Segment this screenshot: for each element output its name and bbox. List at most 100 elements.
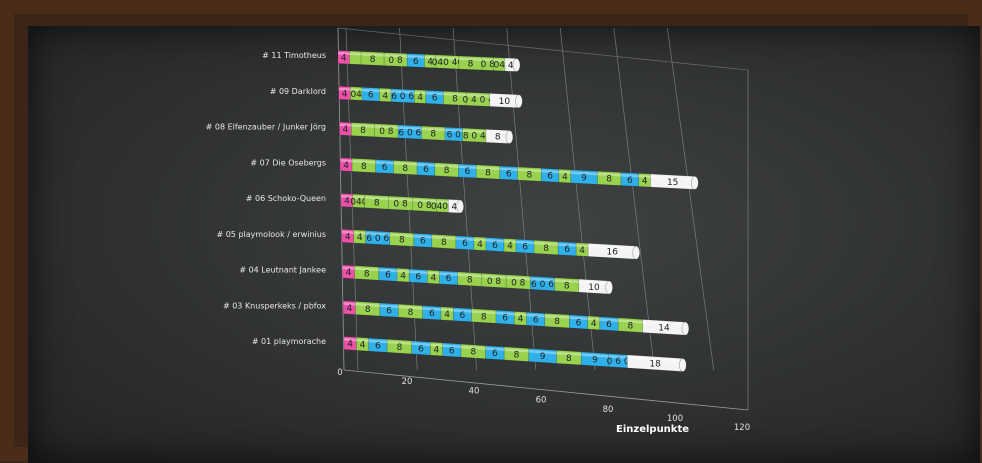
- segment-value-label: 8: [402, 164, 408, 174]
- bar-segment: [379, 87, 392, 102]
- bar-segment: [356, 337, 369, 352]
- category-label: # 04 Leutnant Jankee: [239, 266, 326, 275]
- bar-segment-highlight: [650, 175, 695, 181]
- bar-segment: [485, 237, 505, 252]
- segment-value-label: 6: [385, 271, 391, 281]
- bar-segment-highlight: [343, 302, 356, 306]
- bar-segment-highlight: [461, 345, 486, 350]
- segment-value-label: 6: [449, 346, 455, 356]
- bar-segment-highlight: [544, 314, 570, 319]
- segment-value-label: 6: [432, 94, 438, 104]
- bar-segment: [587, 315, 601, 331]
- bar-segment-highlight: [556, 351, 582, 356]
- bar-segment-highlight: [354, 267, 379, 272]
- bar-segment-highlight: [434, 164, 459, 168]
- bar-segment: [495, 310, 515, 325]
- bar-segment-highlight: [476, 166, 500, 171]
- bar-segment-highlight: [443, 92, 467, 97]
- bar-segment: [340, 193, 354, 208]
- segment-value-label: 10: [499, 97, 511, 107]
- segment-value-label: 040: [350, 197, 367, 207]
- bar-segment-highlight: [368, 339, 388, 344]
- bar-segment-highlight: [407, 55, 425, 59]
- bar-segment: [526, 311, 546, 327]
- segment-value-label: 8 0 4: [463, 132, 486, 142]
- segment-value-label: 6: [418, 344, 424, 354]
- bar-segment-highlight: [421, 127, 445, 132]
- segment-value-label: 4: [431, 273, 437, 283]
- segment-value-label: 6: [423, 165, 429, 175]
- bar-segment: [650, 173, 696, 190]
- bar-end-cap: [691, 176, 699, 190]
- segment-value-label: 8: [408, 308, 414, 318]
- bar-segment: [434, 162, 459, 178]
- segment-value-label: 8: [452, 95, 458, 105]
- segment-value-label: 4: [346, 304, 352, 314]
- segment-value-label: 040 40: [432, 58, 464, 68]
- bar-segment-highlight: [436, 200, 449, 204]
- bar-segment-highlight: [424, 55, 436, 59]
- bar-segment-highlight: [425, 91, 444, 96]
- bar-segment-highlight: [496, 311, 515, 316]
- bar-segment-highlight: [351, 124, 375, 128]
- segment-value-label: 0 4 0 4: [462, 96, 494, 106]
- bar-segment-highlight: [493, 58, 506, 63]
- category-label: # 11 Timotheus: [262, 51, 326, 60]
- bar-segment-highlight: [349, 52, 362, 56]
- bar-segment: [528, 348, 557, 364]
- bar-segment-highlight: [398, 126, 422, 131]
- axis-line: [337, 27, 749, 71]
- bar-segment-highlight: [481, 274, 507, 279]
- segment-value-label: 6: [460, 311, 466, 321]
- bar-segment: [558, 168, 571, 184]
- segment-value-label: 8: [527, 170, 533, 180]
- segment-value-label: 6: [420, 237, 426, 247]
- bar-segment-highlight: [471, 310, 496, 315]
- bar-segment: [413, 233, 433, 248]
- bar-segment: [457, 271, 483, 287]
- segment-value-label: 8: [481, 312, 487, 322]
- bar-segment-highlight: [597, 172, 621, 177]
- segment-value-label: 04: [494, 61, 506, 71]
- segment-value-label: 6: [415, 272, 421, 282]
- bar-segment-highlight: [398, 305, 423, 310]
- bar-segment-highlight: [473, 238, 486, 242]
- category-label: # 08 Elfenzauber / Junker Jörg: [206, 123, 326, 132]
- bar-segment-highlight: [516, 240, 535, 245]
- bar-segment: [533, 240, 559, 255]
- bar-segment-highlight: [442, 344, 462, 349]
- segment-value-label: 8: [365, 305, 371, 315]
- segment-value-label: 10: [588, 283, 600, 293]
- bar-segment-highlight: [439, 272, 458, 276]
- bar-segment-highlight: [353, 231, 366, 235]
- segment-value-label: 6 0 6: [366, 234, 389, 244]
- bar-segment-highlight: [375, 161, 394, 165]
- bar-segment-highlight: [558, 243, 577, 247]
- category-label: # 07 Die Osebergs: [250, 158, 326, 167]
- bar-segment-highlight: [389, 233, 414, 238]
- bar-segment: [361, 87, 380, 102]
- bar-segment: [389, 231, 415, 247]
- bar-segment: [505, 274, 531, 290]
- bar-segment-highlight: [627, 356, 683, 363]
- bar-segment-highlight: [638, 174, 651, 179]
- segment-value-label: 8: [495, 133, 501, 143]
- bar-segment-highlight: [379, 89, 392, 93]
- bar-segment-highlight: [342, 266, 355, 270]
- segment-value-label: 8: [564, 281, 570, 291]
- bar-segment-highlight: [364, 196, 389, 201]
- segment-value-label: 4: [382, 91, 388, 101]
- segment-value-label: 6: [502, 314, 508, 324]
- bar-segment-highlight: [458, 57, 482, 61]
- segment-value-label: 6: [547, 172, 553, 182]
- segment-value-label: 4: [342, 125, 348, 135]
- category-label: # 06 Schoko-Queen: [246, 194, 326, 203]
- segment-value-label: 6: [446, 274, 452, 284]
- bar-segment: [455, 235, 475, 251]
- bar-segment-highlight: [352, 159, 376, 164]
- segment-value-label: 0 8: [487, 277, 502, 287]
- x-tick-label: 60: [536, 396, 547, 406]
- segment-value-label: 8: [361, 162, 367, 172]
- bar-segment-highlight: [541, 169, 559, 174]
